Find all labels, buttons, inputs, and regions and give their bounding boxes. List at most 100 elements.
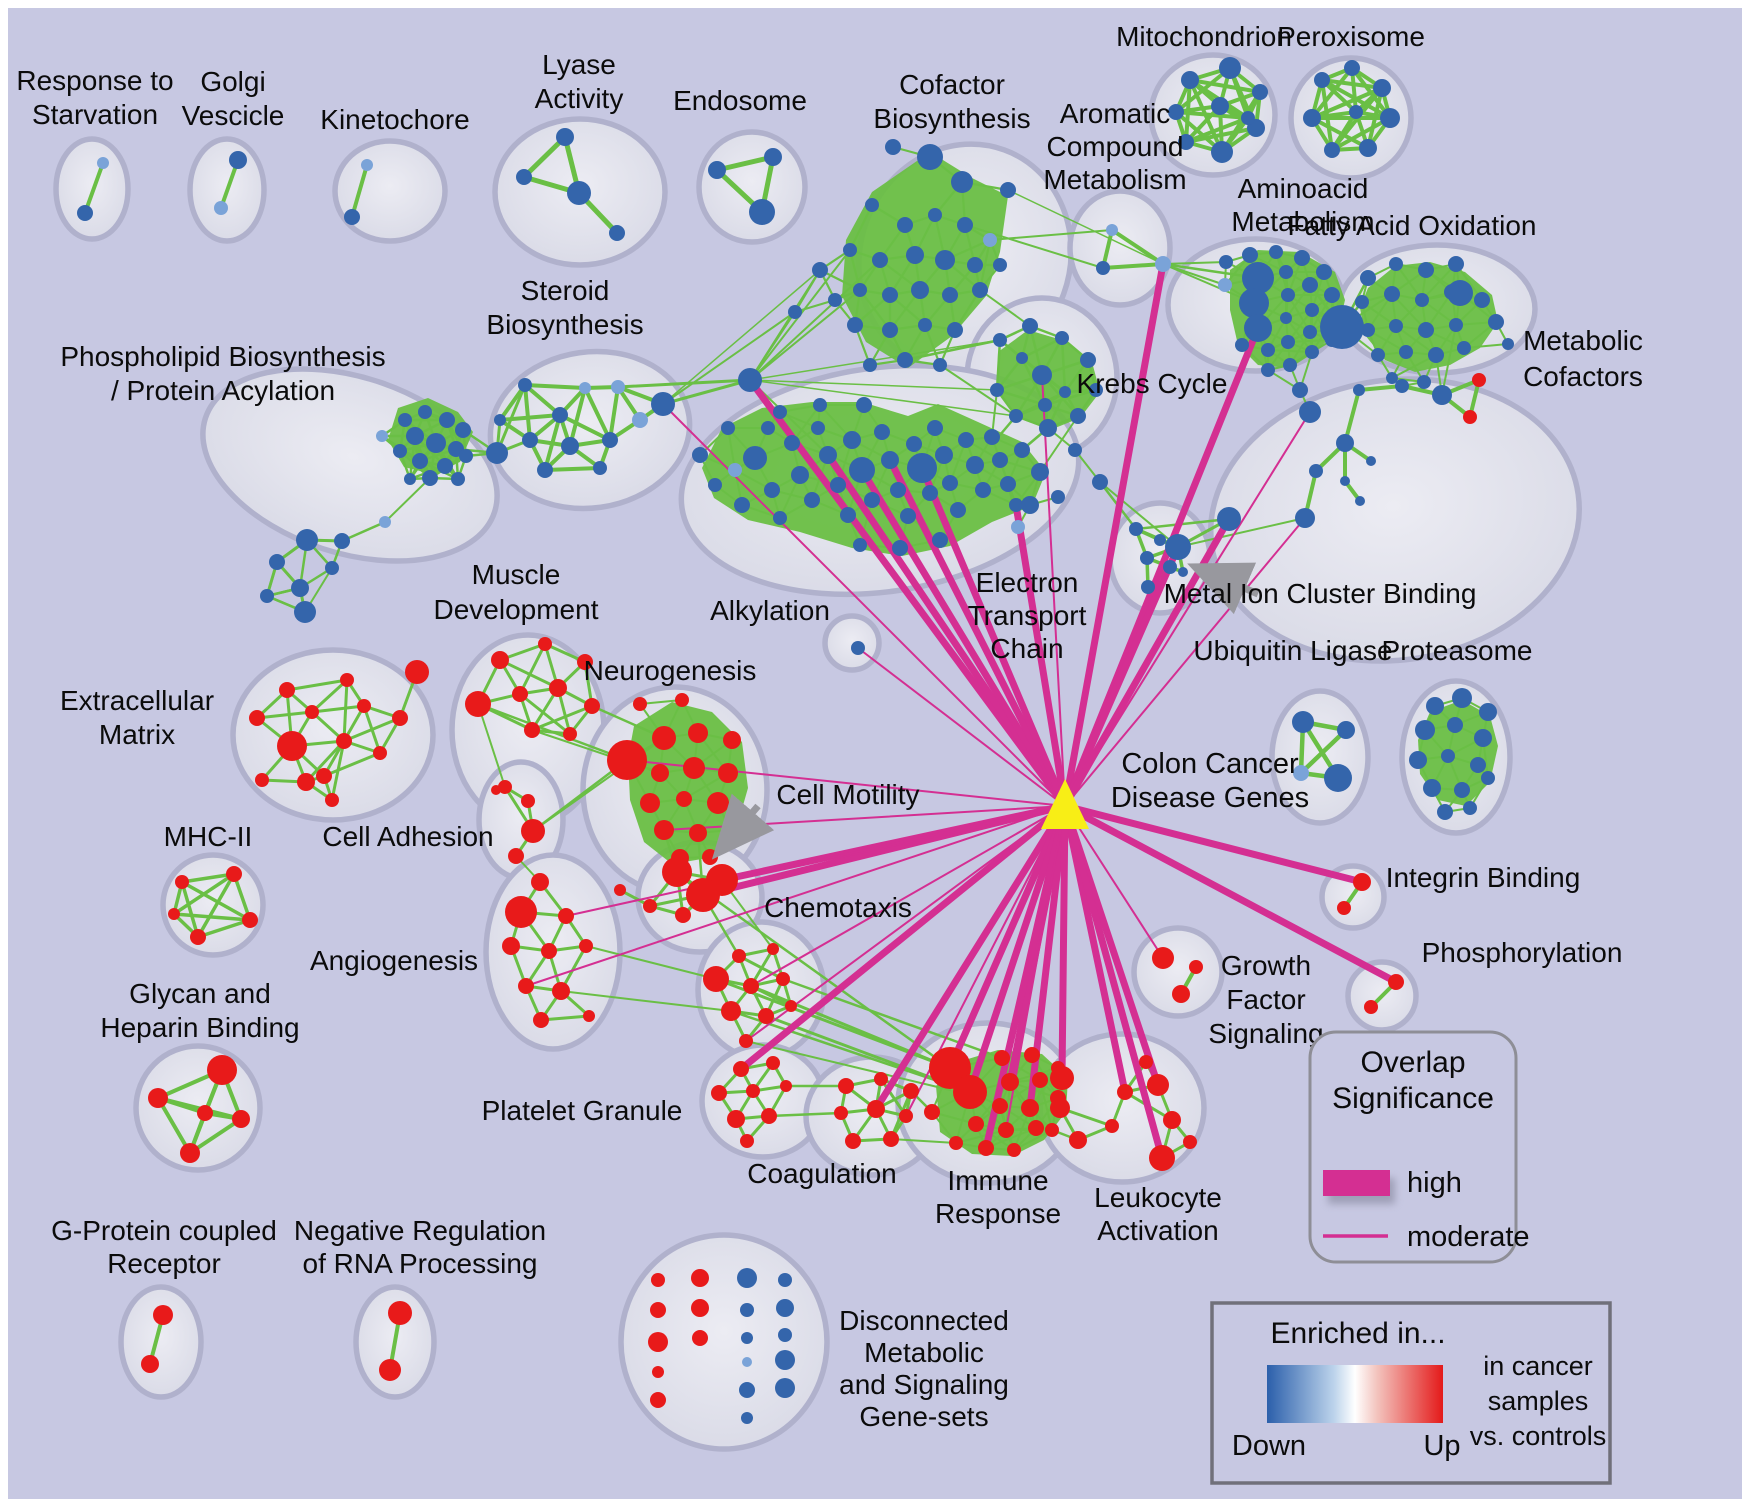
- platelet-granule-node: [711, 1085, 727, 1101]
- krebs-cycle-node: [993, 333, 1007, 347]
- muscle-development-edge: [530, 704, 594, 732]
- aminoacid-metabolism-node: [1281, 335, 1295, 349]
- metal-ion-cluster-binding-node: [1154, 534, 1166, 546]
- chemotaxis-label: Chemotaxis: [764, 892, 912, 923]
- overlap-legend-title: Overlap Significance: [1332, 1046, 1494, 1115]
- proteasome-node: [1415, 720, 1435, 740]
- electron-transport-chain-node: [1014, 442, 1030, 458]
- mitochondrion-node: [1211, 141, 1233, 163]
- muscle-development-node: [512, 686, 528, 702]
- disconnected-gene-sets-node: [742, 1357, 752, 1367]
- aromatic-compound-metabolism-label: Aromatic Compound Metabolism: [1043, 98, 1186, 195]
- krebs-cycle-edge: [1043, 388, 1098, 407]
- chemotaxis-node: [739, 1034, 753, 1048]
- chemotaxis-node: [703, 966, 729, 992]
- immune-response-edge: [985, 1127, 1037, 1149]
- platelet-granule-node: [766, 1056, 780, 1070]
- aminoacid-metabolism-node: [1281, 288, 1295, 302]
- up-label: Up: [1423, 1430, 1460, 1462]
- disconnected-gene-sets-node: [775, 1350, 795, 1370]
- steroid-biosynthesis-edge: [543, 466, 602, 472]
- aromatic-compound-metabolism-node: [1096, 261, 1110, 275]
- proteasome-node: [1454, 782, 1470, 798]
- metabolic-cofactors-label: Metabolic Cofactors: [1523, 325, 1643, 392]
- phospholipid-biosynthesis-node: [334, 533, 350, 549]
- electron-transport-chain-node: [773, 511, 787, 525]
- phospholipid-biosynthesis-node: [296, 529, 318, 551]
- aromatic-compound-metabolism-edge: [1101, 262, 1165, 270]
- extracellular-matrix-node: [336, 733, 352, 749]
- overlap-edge-high: [746, 376, 1069, 810]
- overlap-edge-high: [886, 456, 1069, 810]
- krebs-cycle-node: [1089, 383, 1103, 397]
- immune-response-node: [998, 1122, 1014, 1138]
- platelet-granule-node: [746, 1084, 760, 1098]
- metal-ion-cluster-binding-label: Metal Ion Cluster Binding: [1164, 578, 1477, 609]
- electron-transport-chain-node: [849, 457, 875, 483]
- mhc-ii-node: [168, 908, 180, 920]
- gradient-context-label: in cancer samples vs. controls: [1470, 1351, 1607, 1451]
- disconnected-gene-sets-node: [778, 1273, 792, 1287]
- mhc-ii-node: [175, 875, 189, 889]
- mitochondrion-edge: [1174, 66, 1232, 114]
- kinetochore-label: Kinetochore: [320, 104, 469, 135]
- lyase-activity-edge: [521, 134, 568, 180]
- electron-transport-chain-node: [692, 447, 708, 463]
- disconnected-gene-sets-node: [648, 1332, 668, 1352]
- enriched-legend-title: Enriched in...: [1270, 1317, 1445, 1350]
- metabolic-cofactors-node: [1432, 385, 1452, 405]
- phospholipid-biosynthesis-node: [412, 453, 428, 469]
- growth-factor-signaling-node: [1152, 947, 1174, 969]
- proteasome-node: [1463, 801, 1477, 815]
- cofactor-biosynthesis-node: [911, 281, 929, 299]
- g-protein-coupled-receptor-node: [141, 1355, 159, 1373]
- metal-ion-cluster-binding-node: [1178, 567, 1188, 577]
- glycan-heparin-binding-node: [207, 1055, 237, 1085]
- bridge-nodes-node: [1068, 443, 1082, 457]
- muscle-development-node: [465, 691, 491, 717]
- phospholipid-biosynthesis-node: [422, 470, 438, 486]
- immune-response-label: Immune Response: [935, 1165, 1061, 1229]
- mhc-ii-node: [226, 866, 242, 882]
- fatty-acid-oxidation-node: [1447, 280, 1473, 306]
- leukocyte-activation-node: [1105, 1119, 1119, 1133]
- green-link-edge: [1007, 189, 1164, 265]
- platelet-granule-label: Platelet Granule: [482, 1095, 683, 1126]
- electron-transport-chain-node: [874, 424, 890, 440]
- overlap-edge-high: [1061, 802, 1166, 1162]
- negative-regulation-rna-node: [388, 1301, 412, 1325]
- kinetochore-ellipse: [332, 138, 448, 244]
- glycan-heparin-binding-edge: [188, 1117, 243, 1155]
- phospholipid-biosynthesis-node: [426, 433, 446, 453]
- immune-response-node: [1045, 1123, 1059, 1137]
- fatty-acid-oxidation-node: [1361, 323, 1375, 337]
- krebs-cycle-node: [990, 383, 1004, 397]
- electron-transport-chain-node: [721, 421, 735, 435]
- kinetochore-node: [361, 159, 373, 171]
- mhc-ii-edge: [196, 872, 236, 939]
- cofactor-biosynthesis-node: [947, 322, 963, 338]
- integrin-binding-node: [1353, 873, 1371, 891]
- coagulation-node: [834, 1106, 848, 1120]
- extracellular-matrix-node: [316, 768, 332, 784]
- angiogenesis-node: [533, 1012, 549, 1028]
- endosome-edge: [714, 154, 776, 173]
- mhc-ii-label: MHC-II: [164, 821, 253, 852]
- neurogenesis-node: [689, 824, 707, 842]
- glycan-heparin-binding-node: [197, 1105, 213, 1121]
- krebs-cycle-node: [1080, 352, 1096, 368]
- electron-transport-chain-node: [784, 435, 800, 451]
- cell-motility-pointer: [711, 793, 775, 860]
- electron-transport-chain-node: [764, 482, 780, 498]
- angiogenesis-node: [502, 937, 520, 955]
- mitochondrion-node: [1219, 57, 1241, 79]
- proteasome-node: [1409, 751, 1427, 769]
- extracellular-matrix-node: [277, 731, 307, 761]
- krebs-cycle-edge: [1020, 336, 1064, 360]
- overlap-edge-high: [1058, 802, 1069, 1082]
- electron-transport-chain-node: [811, 421, 825, 435]
- extracellular-matrix-node: [405, 660, 429, 684]
- aminoacid-metabolism-node: [1292, 382, 1308, 398]
- mitochondrion-label: Mitochondrion: [1116, 21, 1292, 52]
- fatty-acid-oxidation-node: [1386, 372, 1398, 384]
